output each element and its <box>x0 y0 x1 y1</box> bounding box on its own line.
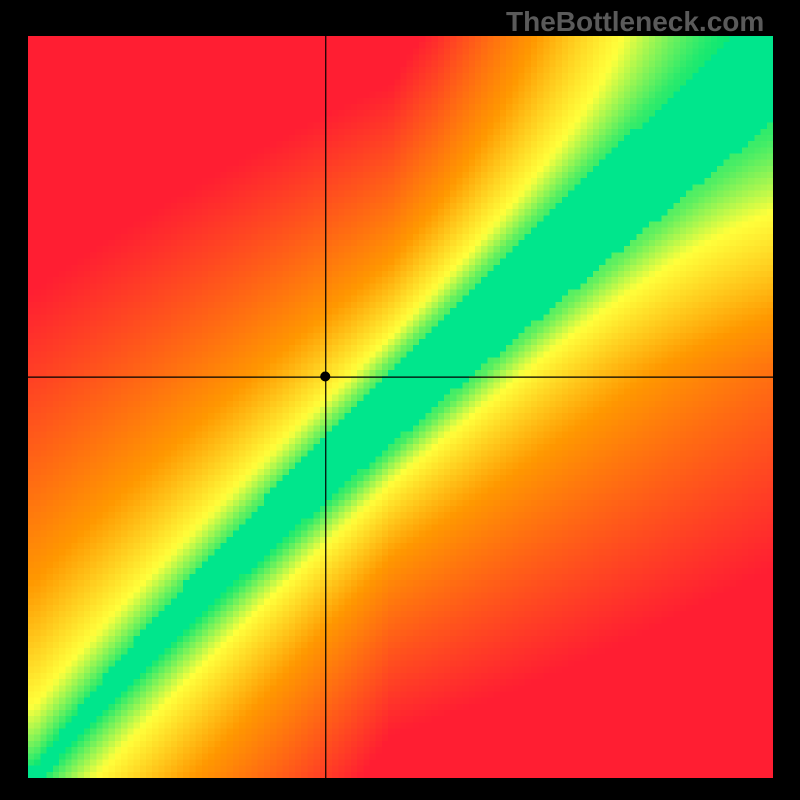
watermark-text: TheBottleneck.com <box>506 6 764 38</box>
crosshair-overlay <box>28 36 773 778</box>
chart-container: TheBottleneck.com <box>0 0 800 800</box>
heatmap-plot <box>28 36 773 778</box>
